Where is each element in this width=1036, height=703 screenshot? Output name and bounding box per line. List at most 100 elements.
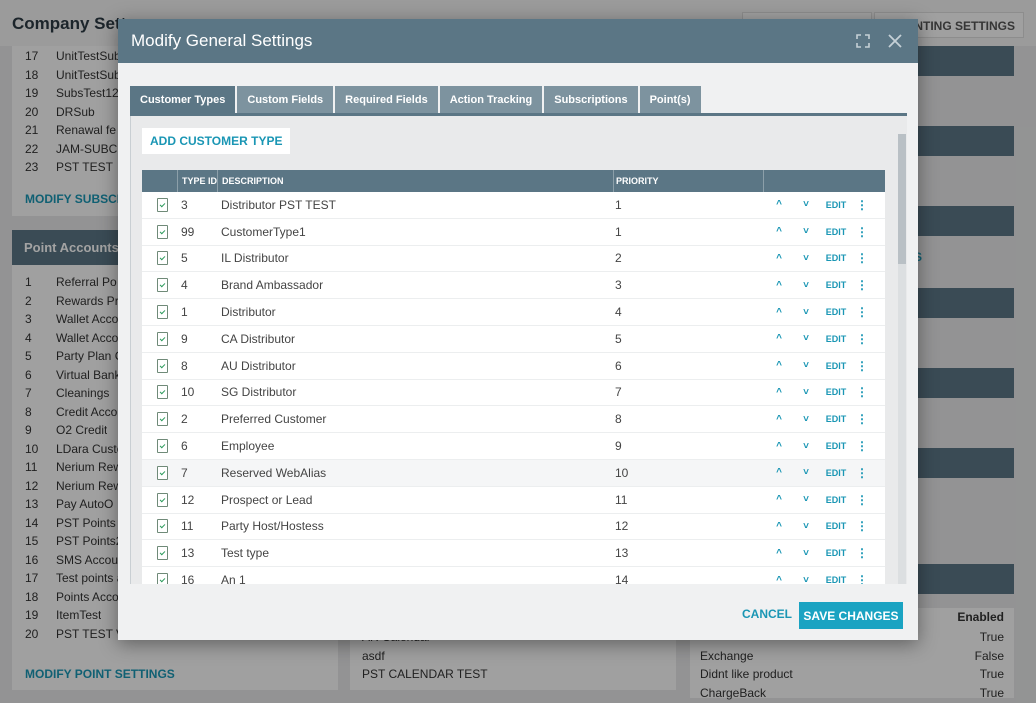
table-row[interactable]: 5 IL Distributor 2 ^ ˅ EDIT ⋮ xyxy=(142,245,885,273)
add-customer-type-button[interactable]: ADD CUSTOMER TYPE xyxy=(142,128,291,154)
subscription-item[interactable]: 22 JAM-SUBC xyxy=(12,140,338,159)
point-account-item[interactable]: 18 Points Acco xyxy=(12,588,338,607)
move-up-icon[interactable]: ^ xyxy=(776,360,782,372)
point-account-item[interactable]: 1 Referral Po xyxy=(12,273,338,292)
point-account-item[interactable]: 9 O2 Credit xyxy=(12,421,338,440)
move-up-icon[interactable]: ^ xyxy=(776,547,782,559)
more-options-icon[interactable]: ⋮ xyxy=(856,278,868,293)
move-down-icon[interactable]: ˅ xyxy=(803,547,809,559)
table-row[interactable]: 11 Party Host/Hostess 12 ^ ˅ EDIT ⋮ xyxy=(142,513,885,541)
edit-button[interactable]: EDIT xyxy=(825,467,847,478)
move-up-icon[interactable]: ^ xyxy=(776,226,782,238)
close-icon[interactable] xyxy=(886,32,904,50)
move-up-icon[interactable]: ^ xyxy=(776,252,782,264)
edit-button[interactable]: EDIT xyxy=(825,333,847,344)
more-options-icon[interactable]: ⋮ xyxy=(856,412,868,427)
point-account-item[interactable]: 12 Nerium Rew xyxy=(12,477,338,496)
point-account-item[interactable]: 16 SMS Accou xyxy=(12,551,338,570)
move-down-icon[interactable]: ˅ xyxy=(803,413,809,425)
move-down-icon[interactable]: ˅ xyxy=(803,440,809,452)
point-account-item[interactable]: 2 Rewards Pr xyxy=(12,292,338,311)
move-down-icon[interactable]: ˅ xyxy=(803,360,809,372)
subscription-item[interactable]: 18 UnitTestSub xyxy=(12,66,338,85)
move-down-icon[interactable]: ˅ xyxy=(803,333,809,345)
table-row[interactable]: 6 Employee 9 ^ ˅ EDIT ⋮ xyxy=(142,433,885,460)
more-options-icon[interactable]: ⋮ xyxy=(856,197,868,212)
point-account-item[interactable]: 5 Party Plan C xyxy=(12,347,338,366)
scrollbar-track[interactable] xyxy=(898,134,906,584)
table-row[interactable]: 12 Prospect or Lead 11 ^ ˅ EDIT ⋮ xyxy=(142,486,885,514)
point-account-item[interactable]: 8 Credit Acco xyxy=(12,403,338,422)
save-changes-button[interactable]: SAVE CHANGES xyxy=(799,602,903,629)
calendar-item[interactable]: PST CALENDAR TEST xyxy=(362,667,488,681)
subscription-item[interactable]: 21 Renawal fe xyxy=(12,121,338,140)
point-account-item[interactable]: 13 Pay AutoO xyxy=(12,495,338,514)
point-account-item[interactable]: 7 Cleanings xyxy=(12,384,338,403)
move-up-icon[interactable]: ^ xyxy=(776,440,782,452)
subscription-item[interactable]: 17 UnitTestSub xyxy=(12,47,338,66)
table-row[interactable]: 99 CustomerType1 1 ^ ˅ EDIT ⋮ xyxy=(142,218,885,246)
move-down-icon[interactable]: ˅ xyxy=(803,306,809,318)
right-panel-link[interactable]: S xyxy=(914,250,923,264)
move-down-icon[interactable]: ˅ xyxy=(803,520,809,532)
point-account-item[interactable]: 20 PST TEST V xyxy=(12,625,338,644)
edit-button[interactable]: EDIT xyxy=(825,575,847,584)
move-down-icon[interactable]: ˅ xyxy=(803,279,809,291)
table-row[interactable]: 16 An 1 14 ^ ˅ EDIT ⋮ xyxy=(142,567,885,584)
scrollbar-thumb[interactable] xyxy=(898,134,906,264)
edit-button[interactable]: EDIT xyxy=(825,494,847,505)
move-up-icon[interactable]: ^ xyxy=(776,574,782,584)
table-row[interactable]: 13 Test type 13 ^ ˅ EDIT ⋮ xyxy=(142,540,885,568)
modify-point-settings-link[interactable]: MODIFY POINT SETTINGS xyxy=(25,667,175,681)
move-up-icon[interactable]: ^ xyxy=(776,520,782,532)
edit-button[interactable]: EDIT xyxy=(825,414,847,425)
edit-button[interactable]: EDIT xyxy=(825,280,847,291)
more-options-icon[interactable]: ⋮ xyxy=(856,573,868,584)
point-account-item[interactable]: 19 ItemTest xyxy=(12,606,338,625)
edit-button[interactable]: EDIT xyxy=(825,548,847,559)
edit-button[interactable]: EDIT xyxy=(825,199,847,210)
edit-button[interactable]: EDIT xyxy=(825,253,847,264)
point-account-item[interactable]: 14 PST Points xyxy=(12,514,338,533)
modify-subscriptions-link[interactable]: MODIFY SUBSCR xyxy=(25,192,126,206)
move-down-icon[interactable]: ˅ xyxy=(803,199,809,211)
subscription-item[interactable]: 19 SubsTest12 xyxy=(12,84,338,103)
subscription-item[interactable]: 23 PST TEST xyxy=(12,158,338,177)
more-options-icon[interactable]: ⋮ xyxy=(856,385,868,400)
move-down-icon[interactable]: ˅ xyxy=(803,574,809,584)
point-account-item[interactable]: 6 Virtual Bank xyxy=(12,366,338,385)
more-options-icon[interactable]: ⋮ xyxy=(856,224,868,239)
table-row[interactable]: 8 AU Distributor 6 ^ ˅ EDIT ⋮ xyxy=(142,352,885,380)
point-account-item[interactable]: 17 Test points a xyxy=(12,569,338,588)
cancel-button[interactable]: CANCEL xyxy=(742,607,792,621)
more-options-icon[interactable]: ⋮ xyxy=(856,492,868,507)
move-down-icon[interactable]: ˅ xyxy=(803,494,809,506)
edit-button[interactable]: EDIT xyxy=(825,307,847,318)
edit-button[interactable]: EDIT xyxy=(825,441,847,452)
move-up-icon[interactable]: ^ xyxy=(776,279,782,291)
table-row[interactable]: 3 Distributor PST TEST 1 ^ ˅ EDIT ⋮ xyxy=(142,192,885,219)
calendar-item[interactable]: asdf xyxy=(362,648,385,663)
tab-action-tracking[interactable]: Action Tracking xyxy=(439,86,543,113)
table-row[interactable]: 9 CA Distributor 5 ^ ˅ EDIT ⋮ xyxy=(142,325,885,353)
table-row[interactable]: 1 Distributor 4 ^ ˅ EDIT ⋮ xyxy=(142,299,885,326)
point-account-item[interactable]: 4 Wallet Acco xyxy=(12,329,338,348)
move-down-icon[interactable]: ˅ xyxy=(803,467,809,479)
move-up-icon[interactable]: ^ xyxy=(776,306,782,318)
more-options-icon[interactable]: ⋮ xyxy=(856,465,868,480)
edit-button[interactable]: EDIT xyxy=(825,360,847,371)
edit-button[interactable]: EDIT xyxy=(825,521,847,532)
more-options-icon[interactable]: ⋮ xyxy=(856,546,868,561)
table-row[interactable]: 10 SG Distributor 7 ^ ˅ EDIT ⋮ xyxy=(142,379,885,407)
edit-button[interactable]: EDIT xyxy=(825,226,847,237)
move-up-icon[interactable]: ^ xyxy=(776,199,782,211)
more-options-icon[interactable]: ⋮ xyxy=(856,439,868,454)
table-row[interactable]: 2 Preferred Customer 8 ^ ˅ EDIT ⋮ xyxy=(142,406,885,434)
fullscreen-icon[interactable] xyxy=(854,32,872,50)
move-up-icon[interactable]: ^ xyxy=(776,386,782,398)
move-up-icon[interactable]: ^ xyxy=(776,333,782,345)
point-account-item[interactable]: 3 Wallet Acco xyxy=(12,310,338,329)
move-down-icon[interactable]: ˅ xyxy=(803,226,809,238)
more-options-icon[interactable]: ⋮ xyxy=(856,358,868,373)
tab-customer-types[interactable]: Customer Types xyxy=(130,86,236,113)
